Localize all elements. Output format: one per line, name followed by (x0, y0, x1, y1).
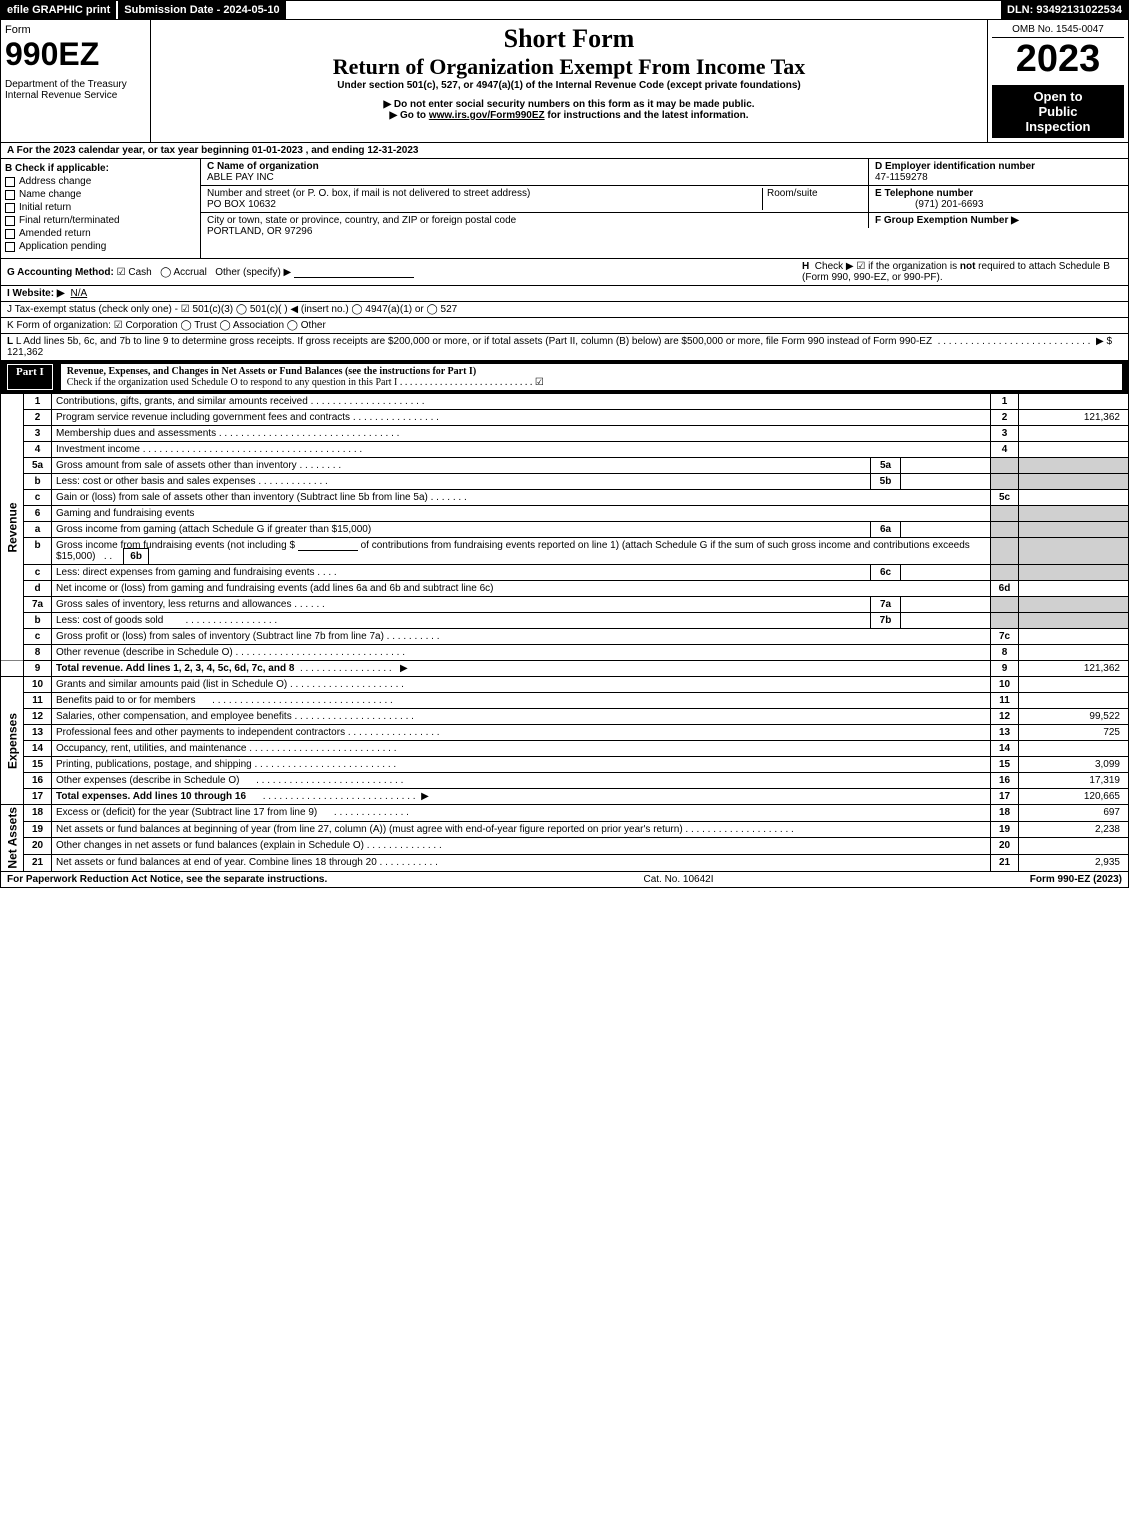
cat-no: Cat. No. 10642I (327, 874, 1029, 885)
line-15-val: 3,099 (1019, 757, 1129, 773)
footer: For Paperwork Reduction Act Notice, see … (0, 872, 1129, 888)
org-city: PORTLAND, OR 97296 (207, 226, 312, 237)
room-suite: Room/suite (762, 188, 862, 210)
line-18-val: 697 (1019, 805, 1129, 822)
sidebar-revenue: Revenue (1, 394, 24, 661)
website: N/A (71, 288, 88, 299)
line-16-val: 17,319 (1019, 773, 1129, 789)
short-form-title: Short Form (155, 24, 983, 54)
sidebar-expenses: Expenses (1, 677, 24, 805)
sidebar-netassets: Net Assets (1, 805, 24, 872)
row-k: K Form of organization: ☑ Corporation ◯ … (0, 318, 1129, 334)
row-j: J Tax-exempt status (check only one) - ☑… (0, 302, 1129, 318)
line-21-val: 2,935 (1019, 854, 1129, 871)
cb-name-change[interactable]: Name change (5, 189, 196, 200)
dln: DLN: 93492131022534 (1001, 1, 1128, 19)
box-c: C Name of organization ABLE PAY INC Numb… (201, 159, 868, 258)
cb-amended-return[interactable]: Amended return (5, 228, 196, 239)
section-a: A For the 2023 calendar year, or tax yea… (0, 143, 1129, 159)
form-ref: Form 990-EZ (2023) (1030, 874, 1122, 885)
irs: Internal Revenue Service (5, 90, 146, 101)
line-2-val: 121,362 (1019, 410, 1129, 426)
subtitle: Under section 501(c), 527, or 4947(a)(1)… (155, 80, 983, 91)
group-exemption: F Group Exemption Number ▶ (875, 215, 1019, 226)
top-bar: efile GRAPHIC print Submission Date - 20… (0, 0, 1129, 20)
omb-number: OMB No. 1545-0047 (992, 24, 1124, 38)
part-1-header: Part I Revenue, Expenses, and Changes in… (0, 361, 1129, 394)
form-header: Form 990EZ Department of the Treasury In… (0, 20, 1129, 143)
line-17-val: 120,665 (1019, 789, 1129, 805)
cb-initial-return[interactable]: Initial return (5, 202, 196, 213)
return-title: Return of Organization Exempt From Incom… (155, 54, 983, 80)
efile-button[interactable]: efile GRAPHIC print (1, 1, 116, 19)
form-number: 990EZ (5, 36, 146, 73)
row-l: L L Add lines 5b, 6c, and 7b to line 9 t… (0, 334, 1129, 361)
note-ssn: ▶ Do not enter social security numbers o… (155, 99, 983, 110)
spacer (286, 1, 1001, 19)
info-grid: B Check if applicable: Address change Na… (0, 159, 1129, 259)
box-h: H Check ▶ ☑ if the organization is not r… (802, 261, 1122, 283)
submission-date: Submission Date - 2024-05-10 (116, 1, 285, 19)
org-address: PO BOX 10632 (207, 199, 276, 210)
row-g-h: G Accounting Method: ☑ Cash ◯ Accrual Ot… (0, 259, 1129, 286)
irs-link[interactable]: www.irs.gov/Form990EZ (429, 110, 545, 121)
line-12-val: 99,522 (1019, 709, 1129, 725)
line-13-val: 725 (1019, 725, 1129, 741)
line-9-val: 121,362 (1019, 661, 1129, 677)
tax-year: 2023 (992, 38, 1124, 81)
line-1-val (1019, 394, 1129, 410)
lines-table: Revenue 1Contributions, gifts, grants, a… (0, 394, 1129, 872)
row-i: I Website: ▶ N/A (0, 286, 1129, 302)
paperwork-notice: For Paperwork Reduction Act Notice, see … (7, 874, 327, 885)
box-b: B Check if applicable: Address change Na… (1, 159, 201, 258)
dept: Department of the Treasury (5, 79, 146, 90)
ein: 47-1159278 (875, 172, 928, 183)
cb-address-change[interactable]: Address change (5, 176, 196, 187)
org-name: ABLE PAY INC (207, 172, 274, 183)
open-inspection: Open to Public Inspection (992, 85, 1124, 138)
form-label: Form (5, 24, 146, 36)
line-19-val: 2,238 (1019, 821, 1129, 838)
cb-application-pending[interactable]: Application pending (5, 241, 196, 252)
gross-receipts: 121,362 (7, 347, 43, 358)
cb-final-return[interactable]: Final return/terminated (5, 215, 196, 226)
phone: (971) 201-6693 (875, 199, 983, 210)
box-def: D Employer identification number 47-1159… (868, 159, 1128, 258)
note-goto: ▶ Go to www.irs.gov/Form990EZ for instru… (155, 110, 983, 121)
